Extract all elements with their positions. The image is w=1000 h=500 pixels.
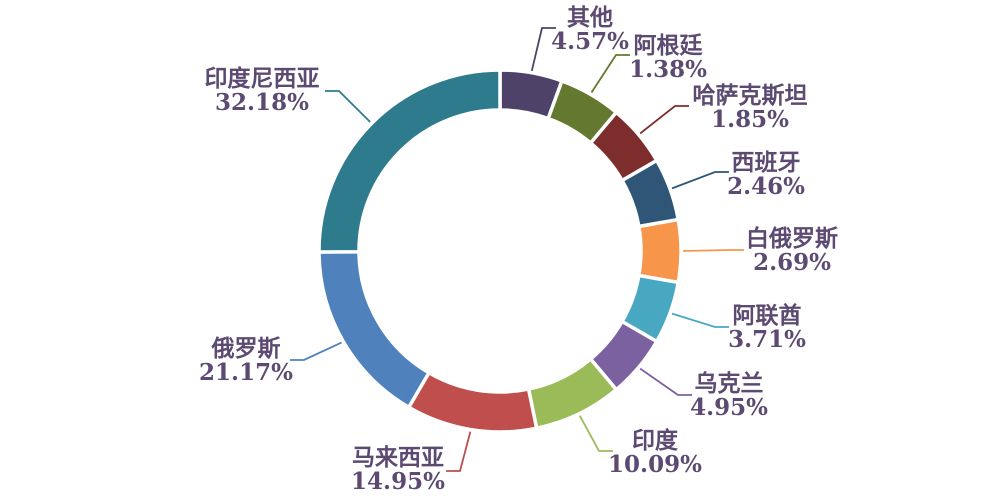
leader-line-other [530,27,556,72]
slice-label-percent-russia: 21.17% [199,359,293,386]
slice-label-other: 其他 4.57% [551,6,629,54]
slice-label-name-uae: 阿联酋 [732,302,802,329]
slice-malaysia[interactable] [407,371,539,434]
slice-label-name-indonesia: 印度尼西亚 [204,65,320,92]
leader-line-russia [290,341,342,361]
slice-label-russia: 俄罗斯 21.17% [199,337,293,385]
slice-label-percent-indonesia: 32.18% [215,89,309,116]
slice-label-percent-uae: 3.71% [728,326,806,353]
slice-label-belarus: 白俄罗斯 2.69% [746,227,838,275]
slice-label-percent-belarus: 2.69% [753,249,831,276]
slice-label-uae: 阿联酋 3.71% [728,304,806,352]
leader-line-belarus [682,249,744,252]
leader-line-malaysia [446,431,472,472]
slice-label-name-spain: 西班牙 [731,149,801,176]
slice-label-name-kazakhstan: 哈萨克斯坦 [692,82,808,109]
slice-label-name-india: 印度 [631,427,678,454]
slice-russia[interactable] [317,250,431,410]
slice-label-percent-kazakhstan: 1.85% [711,106,789,133]
slice-label-name-other: 其他 [567,4,613,31]
slice-label-percent-malaysia: 14.95% [351,468,445,495]
leader-line-indonesia [325,90,371,123]
leader-line-argentina [590,54,630,93]
slice-label-malaysia: 马来西亚 14.95% [351,446,445,494]
slice-label-percent-argentina: 1.38% [629,56,707,83]
slice-label-india: 印度 10.09% [608,429,702,477]
slice-label-name-malaysia: 马来西亚 [351,444,444,471]
slice-label-ukraine: 乌克兰 4.95% [690,372,768,420]
slice-indonesia[interactable] [317,68,502,254]
slice-label-name-belarus: 白俄罗斯 [746,225,838,252]
slice-label-name-russia: 俄罗斯 [211,335,281,362]
slice-label-percent-other: 4.57% [551,28,629,55]
slice-label-argentina: 阿根廷 1.38% [629,34,707,82]
slice-label-name-ukraine: 乌克兰 [694,370,764,397]
leader-line-india [579,415,613,452]
slice-label-name-argentina: 阿根廷 [633,32,703,59]
leader-line-ukraine [639,367,692,396]
leader-line-spain [671,171,729,190]
slice-label-percent-spain: 2.46% [727,173,805,200]
slice-label-kazakhstan: 哈萨克斯坦 1.85% [693,84,808,132]
slice-label-spain: 西班牙 2.46% [727,151,805,199]
slice-label-percent-india: 10.09% [608,451,702,478]
leader-line-uae [671,312,729,328]
leader-line-kazakhstan [639,105,689,135]
slice-label-indonesia: 印度尼西亚 32.18% [205,67,320,115]
slice-label-percent-ukraine: 4.95% [690,394,768,421]
slice-belarus[interactable] [637,217,683,285]
